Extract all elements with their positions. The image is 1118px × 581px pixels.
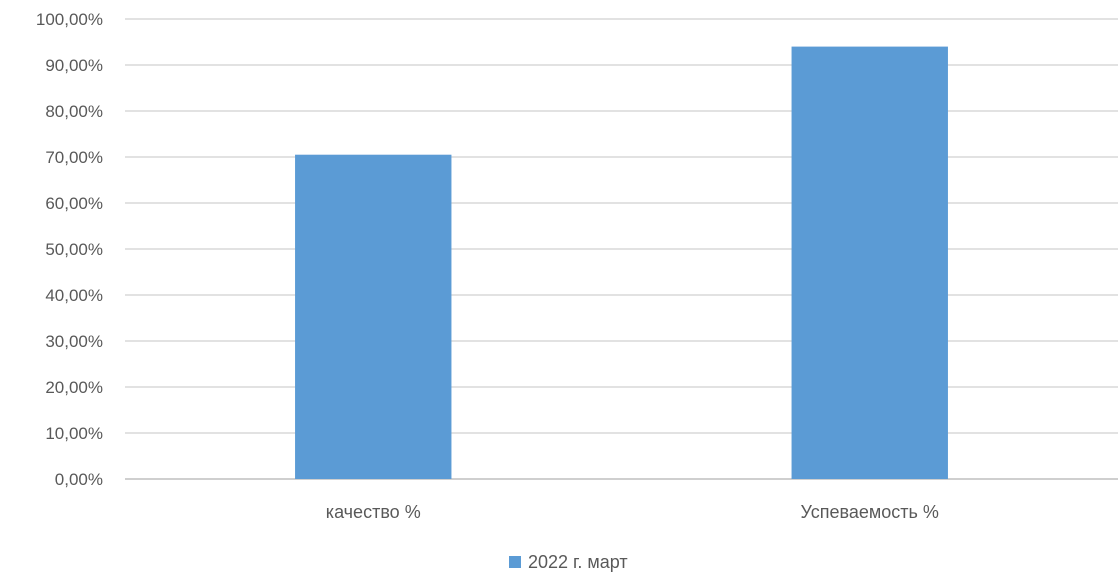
bars [295, 46, 948, 479]
legend-swatch [509, 556, 521, 568]
bar [295, 154, 452, 479]
y-tick-label: 50,00% [45, 240, 103, 259]
y-tick-label: 20,00% [45, 378, 103, 397]
y-tick-label: 30,00% [45, 332, 103, 351]
y-tick-label: 80,00% [45, 102, 103, 121]
x-tick-label: Успеваемость % [801, 502, 939, 522]
y-tick-label: 60,00% [45, 194, 103, 213]
x-axis-ticks: качество % Успеваемость % [326, 502, 939, 522]
y-axis-ticks: 0,00% 10,00% 20,00% 30,00% 40,00% 50,00% 60,00… [36, 10, 103, 489]
x-tick-label: качество % [326, 502, 421, 522]
gridlines [125, 18, 1118, 480]
y-tick-label: 40,00% [45, 286, 103, 305]
bar [791, 46, 948, 479]
y-tick-label: 90,00% [45, 56, 103, 75]
y-tick-label: 70,00% [45, 148, 103, 167]
legend-label: 2022 г. март [528, 552, 628, 572]
y-tick-label: 10,00% [45, 424, 103, 443]
y-tick-label: 100,00% [36, 10, 103, 29]
legend: 2022 г. март [509, 552, 628, 572]
y-tick-label: 0,00% [55, 470, 103, 489]
